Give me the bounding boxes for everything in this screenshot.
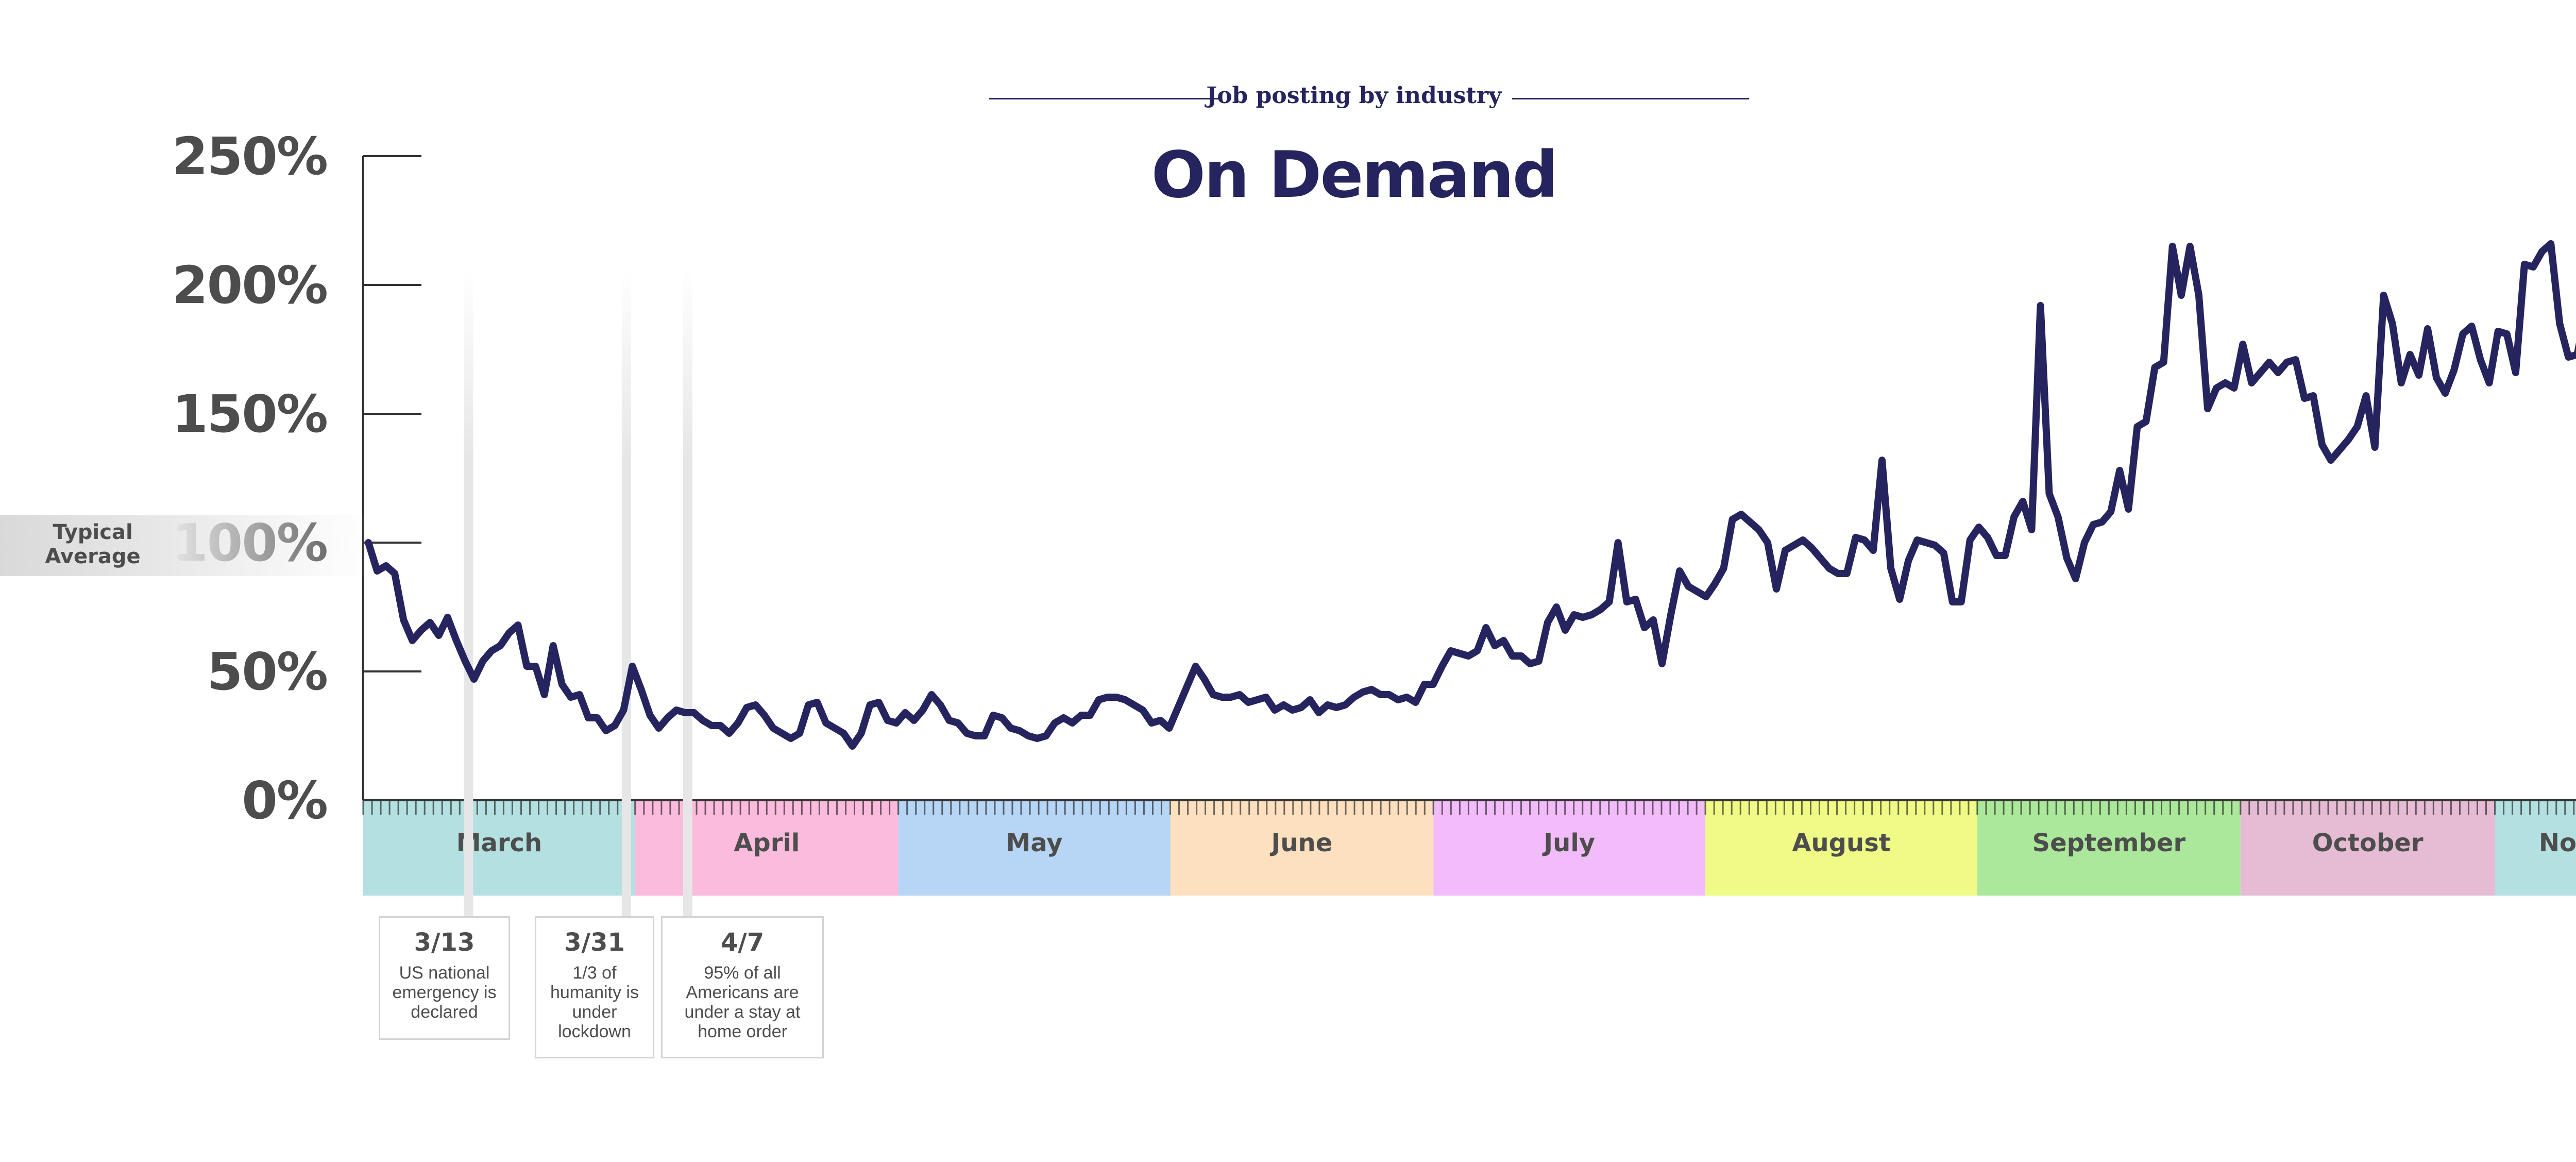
month-label: Nov. bbox=[2539, 829, 2576, 857]
month-label: April bbox=[734, 829, 800, 857]
y-tick-label: 0% bbox=[242, 770, 327, 831]
typical-average-label: Typical Average bbox=[45, 520, 141, 568]
month-band bbox=[2240, 800, 2495, 896]
month-label: August bbox=[1792, 829, 1890, 857]
annotation-text: 95% of all Americans are under a stay at… bbox=[684, 963, 801, 1041]
typical-average-band bbox=[0, 515, 371, 576]
annotation-date: 3/31 bbox=[564, 928, 625, 957]
annotation-date: 4/7 bbox=[720, 928, 765, 957]
annotation-date: 3/13 bbox=[414, 928, 475, 957]
chart-subtitle: Job posting by industry bbox=[1206, 82, 1502, 109]
month-band bbox=[363, 800, 635, 896]
series-line bbox=[365, 240, 2576, 750]
annotation-box-3-31: 3/31 1/3 of humanity is under lockdown bbox=[535, 916, 654, 1058]
month-band bbox=[1433, 800, 1706, 896]
event-marker-line bbox=[464, 268, 473, 917]
month-tick-marks bbox=[362, 799, 2576, 815]
month-band bbox=[1170, 800, 1434, 896]
month-label: September bbox=[2032, 829, 2186, 857]
month-label: May bbox=[1006, 829, 1063, 857]
y-tick-label: 150% bbox=[172, 384, 327, 444]
month-bands: March April May June July August September Octo… bbox=[363, 800, 2576, 896]
annotation-text: 1/3 of humanity is under lockdown bbox=[550, 963, 639, 1041]
event-marker-line bbox=[683, 268, 692, 917]
header-line-left bbox=[989, 98, 1221, 99]
annotation-box-4-7: 4/7 95% of all Americans are under a sta… bbox=[661, 916, 824, 1058]
annotation-box-3-13: 3/13 US national emergency is declared bbox=[379, 916, 510, 1040]
y-tick-label: 50% bbox=[207, 642, 327, 702]
month-band bbox=[635, 800, 899, 896]
month-label: June bbox=[1269, 829, 1332, 857]
event-marker-line bbox=[621, 268, 631, 917]
event-marker-lines bbox=[464, 268, 692, 917]
chart-title: On Demand bbox=[1151, 138, 1558, 212]
month-label: July bbox=[1542, 829, 1595, 857]
month-band bbox=[2495, 800, 2576, 896]
header-line-right bbox=[1512, 98, 1749, 99]
month-band bbox=[898, 800, 1171, 896]
x-axis-line bbox=[363, 799, 2576, 801]
y-tick-label: 200% bbox=[172, 255, 327, 315]
y-axis-ticks: 0%50%100%150%200%250% bbox=[172, 126, 421, 831]
month-label: October bbox=[2312, 829, 2424, 857]
annotation-text: US national emergency is declared bbox=[392, 963, 497, 1022]
y-tick-label: 250% bbox=[172, 126, 327, 187]
month-band bbox=[1977, 800, 2241, 896]
month-band bbox=[1705, 800, 1977, 896]
